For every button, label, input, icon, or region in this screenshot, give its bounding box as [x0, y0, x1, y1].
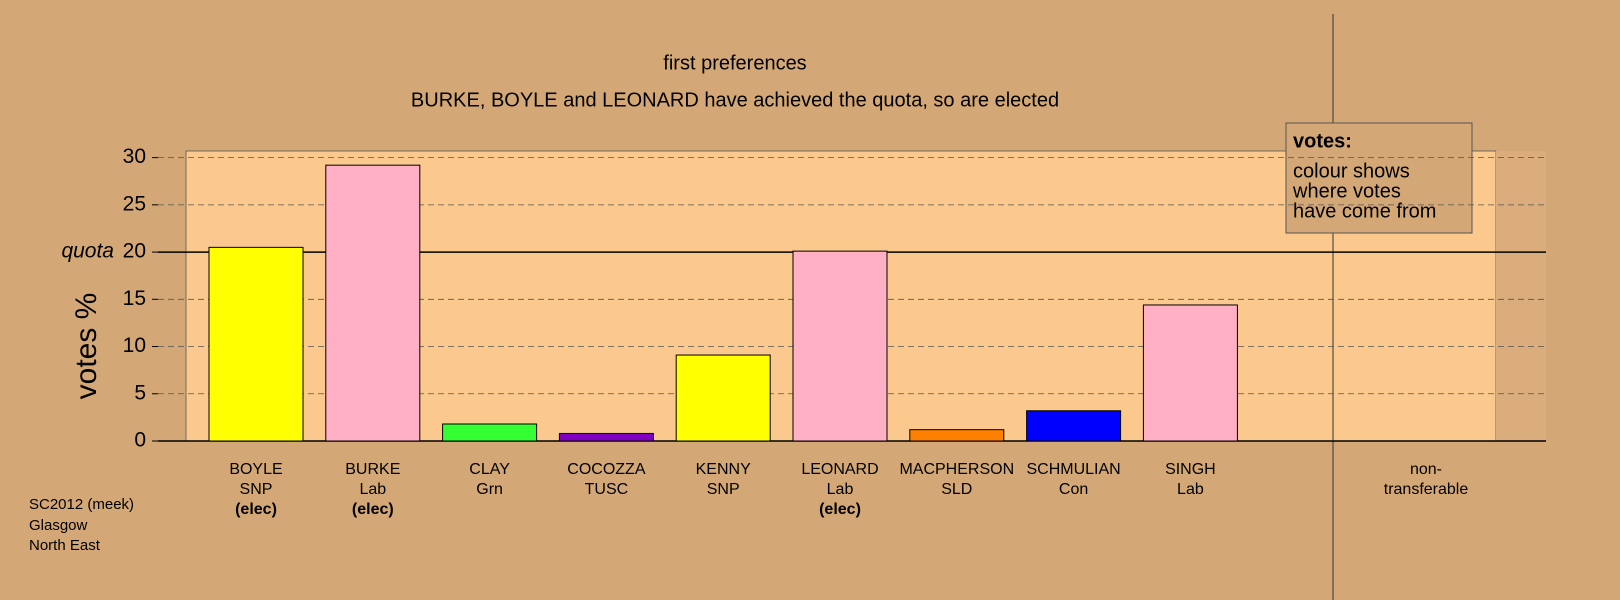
x-tick-label: SNP: [240, 481, 273, 498]
legend-box: [1285, 122, 1473, 234]
bar: [1142, 304, 1238, 442]
x-tick-label: BOYLE: [229, 461, 282, 478]
x-tick-label: KENNY: [696, 461, 751, 478]
y-tick-label: 0: [134, 429, 146, 452]
x-tick-label: Con: [1059, 481, 1088, 498]
x-tick-label: (elec): [352, 501, 394, 518]
x-tick-label: Lab: [827, 481, 854, 498]
x-tick-label: TUSC: [585, 481, 629, 498]
legend-text: where votes: [1292, 180, 1401, 202]
y-tick-label: 5: [134, 381, 146, 404]
y-tick-label: 20: [123, 240, 146, 263]
plot-margin: [1496, 151, 1546, 441]
x-tick-label: BURKE: [345, 461, 400, 478]
footer: Glasgow: [29, 517, 88, 534]
y-tick-label: 30: [123, 145, 146, 168]
bar: [325, 164, 421, 442]
legend-text: colour shows: [1293, 160, 1410, 182]
y-tick-label: 10: [123, 334, 146, 357]
legend-text: have come from: [1293, 200, 1436, 222]
y-axis-label: votes %: [70, 293, 103, 400]
x-tick-label: SINGH: [1165, 461, 1216, 478]
bar: [442, 423, 538, 442]
x-tick-label: Lab: [1177, 481, 1204, 498]
x-tick-label: COCOZZA: [567, 461, 646, 478]
bar: [792, 250, 888, 442]
footer: North East: [29, 537, 101, 554]
bar: [1026, 410, 1122, 442]
x-tick-label: SNP: [707, 481, 740, 498]
footer: SC2012 (meek): [29, 496, 134, 513]
x-tick-label: transferable: [1384, 481, 1469, 498]
x-tick-label: (elec): [819, 501, 861, 518]
x-tick-label: Lab: [359, 481, 386, 498]
bar: [558, 432, 654, 442]
chart-title: first preferences: [663, 52, 806, 74]
bar: [208, 246, 304, 442]
y-tick-label: 25: [123, 192, 146, 215]
x-tick-label: (elec): [235, 501, 277, 518]
quota-label: quota: [61, 240, 114, 263]
x-tick-label: LEONARD: [801, 461, 878, 478]
x-tick-label: SCHMULIAN: [1026, 461, 1120, 478]
bar: [909, 429, 1005, 442]
x-tick-label: Grn: [476, 481, 503, 498]
x-tick-label: CLAY: [469, 461, 510, 478]
bar: [675, 354, 771, 442]
x-tick-label: non-: [1410, 461, 1442, 478]
legend-title: votes:: [1293, 130, 1352, 152]
x-tick-label: MACPHERSON: [899, 461, 1014, 478]
y-tick-label: 15: [123, 287, 146, 310]
chart-subtitle: BURKE, BOYLE and LEONARD have achieved t…: [411, 89, 1059, 111]
legend: votes: colour shows where votes have com…: [1285, 122, 1473, 234]
x-tick-label: SLD: [941, 481, 972, 498]
